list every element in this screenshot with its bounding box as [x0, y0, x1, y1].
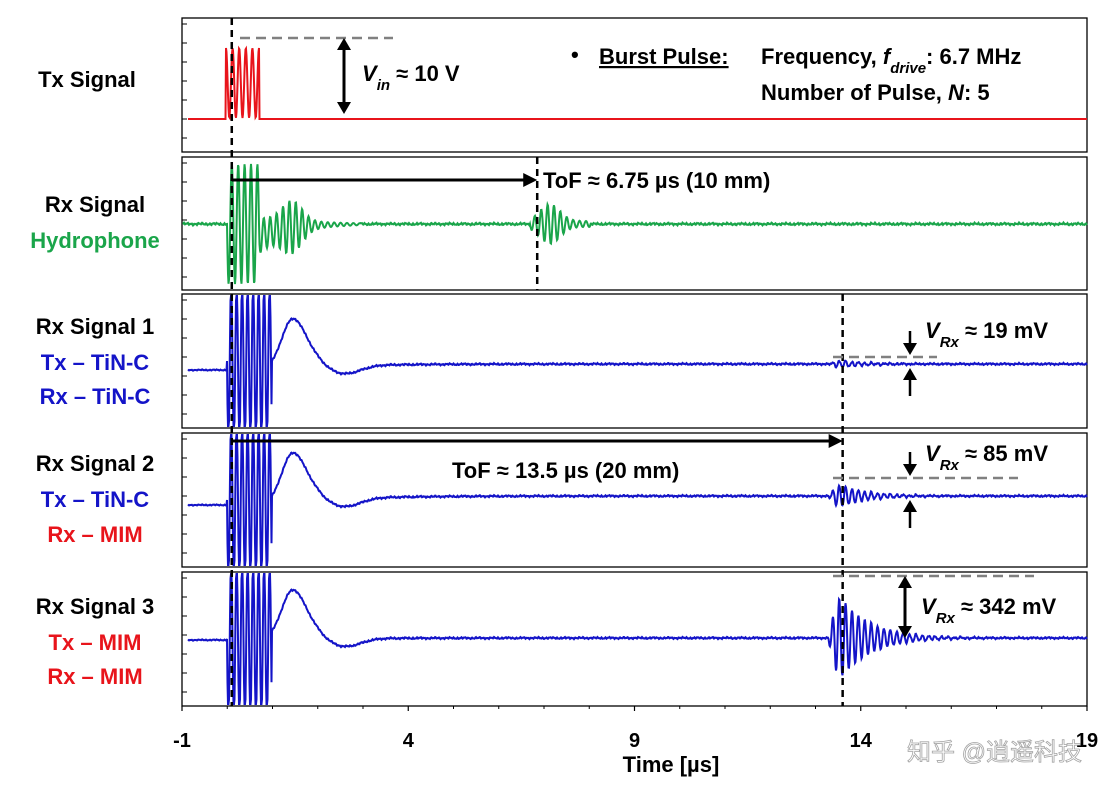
hydrophone-label-1: Hydrophone — [30, 228, 160, 253]
burst-frequency: Frequency, fdrive: 6.7 MHz — [761, 44, 1021, 77]
rx1-label-0: Rx Signal 1 — [36, 314, 155, 339]
rx3-label-2: Rx – MIM — [47, 664, 142, 689]
tof1-arrow-head — [523, 173, 538, 187]
vin-arrow-head-down — [337, 102, 351, 114]
watermark: 知乎 @逍遥科技 — [907, 739, 1082, 766]
tx-label-0: Tx Signal — [38, 67, 136, 92]
panel-frame-rx2 — [181, 432, 1088, 568]
rx3-vrx-annotation: VRx ≈ 342 mV — [921, 594, 1057, 627]
vin-annotation: Vin ≈ 10 V — [362, 61, 460, 94]
rx2-label-2: Rx – MIM — [47, 522, 142, 547]
tof2-label: ToF ≈ 13.5 µs (20 mm) — [452, 458, 679, 483]
rx3-label-1: Tx – MIM — [49, 630, 142, 655]
rx2-vrx-annotation: VRx ≈ 85 mV — [925, 441, 1048, 474]
tof1-label: ToF ≈ 6.75 µs (10 mm) — [543, 168, 770, 193]
tx-signal-line — [188, 45, 1087, 121]
rx1-vrx-annotation: VRx ≈ 19 mV — [925, 318, 1048, 351]
x-tick-label: 19 — [1076, 730, 1098, 752]
panel-frame-rx1 — [181, 293, 1088, 429]
rx1-label-1: Tx – TiN-C — [41, 350, 150, 375]
tof2-arrow-head — [828, 434, 843, 448]
rx2-label-1: Tx – TiN-C — [41, 487, 150, 512]
rx1-label-2: Rx – TiN-C — [40, 384, 151, 409]
burst-bullet: • — [571, 42, 579, 67]
panel-frame-tx — [181, 17, 1088, 153]
rx3-vrx-arrow-down — [898, 626, 912, 638]
rx3-label-0: Rx Signal 3 — [36, 594, 155, 619]
hydrophone-label-0: Rx Signal — [45, 192, 145, 217]
hydrophone-signal-line — [182, 163, 1088, 285]
x-tick-label: 9 — [629, 730, 640, 752]
rx2-vrx-arrow-top — [903, 464, 917, 476]
rx3-signal-line — [187, 573, 1088, 705]
rx1-vrx-arrow-bottom — [903, 368, 917, 380]
rx2-label-0: Rx Signal 2 — [36, 451, 155, 476]
x-tick-label: -1 — [173, 730, 191, 752]
rx2-signal-line — [187, 434, 1088, 566]
rx1-vrx-arrow-top — [903, 343, 917, 355]
vin-arrow-head-up — [337, 38, 351, 50]
rx3-vrx-arrow-up — [898, 576, 912, 588]
burst-pulse-count: Number of Pulse, N: 5 — [761, 80, 990, 105]
burst-heading: Burst Pulse: — [599, 44, 729, 69]
rx1-signal-line — [187, 295, 1088, 427]
rx2-vrx-arrow-bottom — [903, 500, 917, 512]
x-tick-label: 14 — [850, 730, 873, 752]
x-tick-label: 4 — [403, 730, 415, 752]
x-axis-title: Time [µs] — [623, 752, 720, 777]
